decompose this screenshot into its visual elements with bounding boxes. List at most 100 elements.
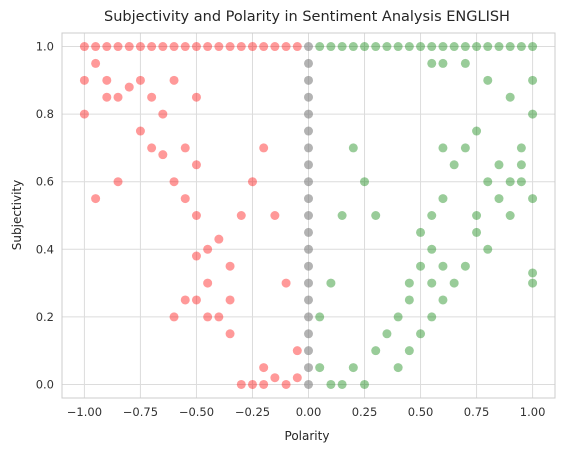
scatter-point [460, 143, 470, 153]
scatter-point [460, 42, 470, 52]
scatter-point [472, 211, 482, 220]
scatter-point [281, 379, 291, 389]
scatter-point [528, 42, 538, 52]
scatter-point [438, 143, 448, 153]
scatter-point [528, 109, 538, 119]
scatter-point [259, 379, 269, 389]
scatter-point [91, 42, 101, 52]
scatter-point [516, 143, 526, 153]
scatter-point [483, 177, 493, 187]
scatter-point [438, 194, 448, 204]
scatter-point [158, 42, 168, 52]
scatter-point [348, 363, 358, 373]
y-tick-label: 0.2 [36, 310, 54, 324]
y-tick-label: 0.8 [36, 107, 54, 121]
scatter-point [79, 42, 89, 52]
scatter-point [393, 363, 403, 373]
x-tick-label: 0.50 [408, 405, 434, 419]
scatter-point [259, 363, 269, 373]
scatter-point [505, 92, 515, 102]
scatter-point [135, 42, 145, 52]
scatter-point [304, 126, 313, 136]
scatter-point [191, 160, 201, 170]
scatter-point [460, 261, 470, 271]
scatter-point [348, 143, 358, 153]
scatter-point [236, 42, 246, 52]
chart-title: Subjectivity and Polarity in Sentiment A… [104, 9, 510, 25]
scatter-point [326, 42, 336, 52]
scatter-point [416, 227, 426, 237]
x-tick-label: −0.25 [235, 405, 270, 419]
scatter-point [304, 211, 313, 220]
scatter-point [382, 329, 392, 339]
scatter-point [304, 109, 313, 119]
scatter-point [270, 211, 280, 220]
scatter-point [236, 379, 246, 389]
x-tick-label: 0.00 [296, 405, 322, 419]
scatter-point [449, 160, 459, 170]
scatter-point [281, 42, 291, 52]
scatter-point [360, 177, 370, 187]
scatter-point [147, 92, 157, 102]
scatter-point [528, 268, 538, 278]
y-tick-label: 0.6 [36, 175, 54, 189]
scatter-point [203, 244, 213, 254]
scatter-point [247, 379, 257, 389]
scatter-point [304, 227, 313, 237]
scatter-point [292, 346, 302, 356]
scatter-series [304, 42, 313, 389]
scatter-point [304, 329, 313, 339]
scatter-point [191, 251, 201, 261]
scatter-point [180, 295, 190, 305]
scatter-point [483, 244, 493, 254]
scatter-point [315, 42, 325, 52]
scatter-point [214, 234, 224, 244]
scatter-point [483, 75, 493, 85]
scatter-point [225, 295, 235, 305]
x-tick-label: 0.25 [352, 405, 378, 419]
scatter-point [91, 194, 101, 204]
scatter-point [304, 295, 313, 305]
scatter-point [113, 42, 123, 52]
scatter-point [191, 211, 201, 220]
scatter-point [438, 58, 448, 68]
y-axis-label: Subjectivity [10, 180, 24, 250]
scatter-point [348, 42, 358, 52]
scatter-point [304, 92, 313, 102]
scatter-point [449, 42, 459, 52]
scatter-point [304, 58, 313, 68]
scatter-point [528, 75, 538, 85]
scatter-point [326, 379, 336, 389]
scatter-point [91, 58, 101, 68]
scatter-point [203, 42, 213, 52]
scatter-point [304, 143, 313, 153]
y-tick-label: 0.0 [36, 377, 54, 391]
scatter-point [404, 346, 414, 356]
scatter-point [79, 109, 89, 119]
scatter-point [158, 109, 168, 119]
scatter-point [427, 278, 437, 288]
scatter-point [259, 143, 269, 153]
scatter-point [427, 244, 437, 254]
scatter-point [371, 42, 381, 52]
scatter-point [416, 42, 426, 52]
scatter-point [505, 177, 515, 187]
scatter-point [180, 194, 190, 204]
scatter-point [382, 42, 392, 52]
x-tick-label: 0.75 [464, 405, 490, 419]
scatter-point [102, 42, 112, 52]
scatter-point [516, 177, 526, 187]
scatter-point [304, 177, 313, 187]
scatter-point [113, 177, 123, 187]
y-tick-labels: 0.0 0.2 0.4 0.6 0.8 1.0 [36, 40, 54, 392]
scatter-point [304, 379, 313, 389]
scatter-point [337, 211, 347, 220]
scatter-point [124, 82, 134, 92]
x-tick-labels: −1.00 −0.75 −0.50 −0.25 0.00 0.25 0.50 0.75 1.00 [67, 405, 546, 419]
scatter-point [247, 177, 257, 187]
scatter-point [304, 42, 313, 52]
plot-area [79, 42, 538, 389]
scatter-point [225, 329, 235, 339]
scatter-point [225, 42, 235, 52]
scatter-point [79, 75, 89, 85]
